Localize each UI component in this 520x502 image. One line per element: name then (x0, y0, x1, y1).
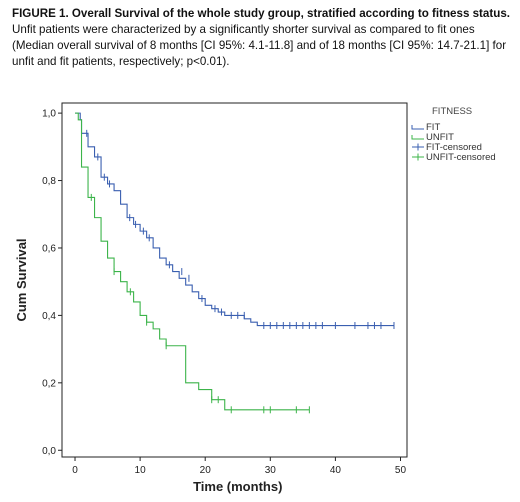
legend-entry-label: FIT-censored (426, 142, 482, 153)
legend-swatch-line (411, 135, 424, 140)
figure-description: Unfit patients were characterized by a s… (12, 23, 507, 68)
x-tick-label: 20 (200, 465, 212, 476)
plot-frame (61, 102, 408, 458)
x-tick-label: 40 (330, 465, 342, 476)
x-tick-label: 50 (395, 465, 407, 476)
series-line-fit (75, 112, 394, 327)
x-tick-label: 10 (135, 465, 147, 476)
survival-curves (75, 112, 395, 414)
figure-caption: FIGURE 1. Overall Survival of the whole … (12, 6, 512, 70)
legend-entry-label: UNFIT-censored (426, 152, 496, 163)
y-tick-label: 0,6 (42, 243, 56, 254)
x-tick-label: 30 (265, 465, 277, 476)
y-tick-label: 0,4 (42, 311, 56, 322)
legend-entry-label: UNFIT (426, 132, 454, 143)
legend: FITNESS FITUNFITFIT-censoredUNFIT-censore… (411, 106, 496, 163)
y-tick-label: 0,8 (42, 176, 56, 187)
x-tick-label: 0 (72, 465, 78, 476)
legend-swatch-line (411, 125, 424, 130)
y-tick-label: 0,2 (42, 378, 56, 389)
x-axis-label: Time (months) (193, 479, 282, 494)
legend-title: FITNESS (432, 106, 472, 117)
figure-title: FIGURE 1. Overall Survival of the whole … (12, 7, 510, 20)
y-tick-label: 0,0 (42, 446, 56, 457)
y-tick-label: 1,0 (42, 109, 56, 120)
axes: 0,0 0,2 0,4 0,6 0,8 1,0 0 10 20 30 40 50 Time (month… (14, 109, 406, 494)
y-axis-label: Cum Survival (14, 238, 29, 321)
legend-entry-label: FIT (426, 122, 440, 133)
